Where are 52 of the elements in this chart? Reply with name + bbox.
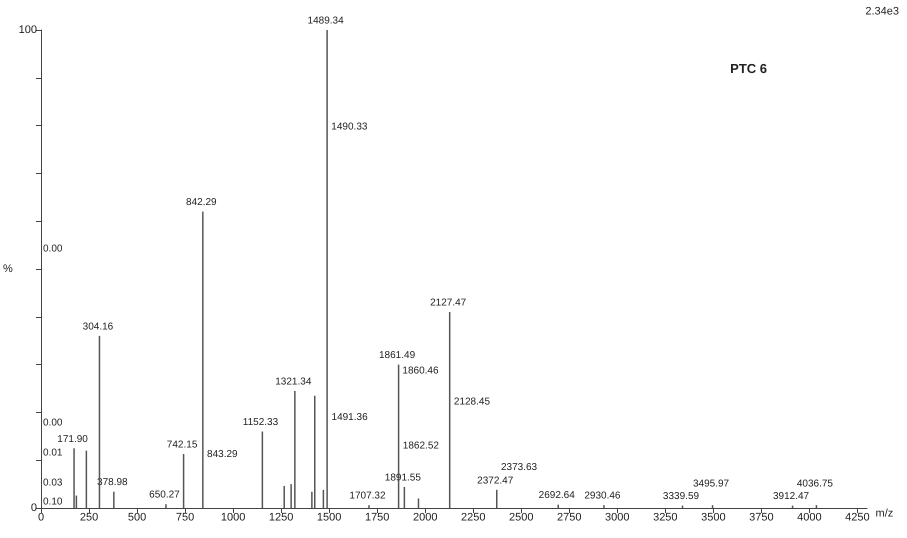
annotation: 304.16 — [82, 321, 114, 332]
y-tick-label: 100 — [18, 24, 38, 36]
annotation: 3339.59 — [662, 491, 700, 502]
annotation: 2372.47 — [477, 475, 514, 486]
annotation: 3912.47 — [772, 491, 810, 502]
annotation: 2127.47 — [430, 298, 467, 309]
annotation: 0.01 — [43, 448, 63, 458]
annotation: 0.10 — [43, 496, 63, 508]
annotation: 4036.75 — [796, 478, 834, 490]
annotation: 1707.32 — [349, 490, 386, 502]
text: 2.34e3 — [865, 6, 900, 18]
annotation: 1152.33 — [242, 417, 279, 428]
x-tick-label: 2750 — [557, 512, 582, 524]
annotation: 0.00 — [43, 244, 63, 254]
x-axis-title: m/z — [876, 508, 894, 520]
x-tick-label: 4250 — [845, 512, 870, 524]
annotation: 650.27 — [149, 490, 180, 501]
x-tick-label: 500 — [128, 512, 146, 524]
annotation: 1860.46 — [402, 365, 439, 376]
x-tick-label: 3750 — [749, 512, 774, 524]
x-tick-label: 1500 — [316, 512, 342, 524]
x-tick-label: 3000 — [605, 512, 630, 524]
annotation: 1861.49 — [379, 350, 416, 362]
x-tick-label: 3500 — [701, 512, 726, 524]
annotation: 2373.63 — [500, 462, 538, 473]
annotation: 1489.34 — [308, 16, 344, 26]
x-tick-label: 2000 — [412, 512, 438, 524]
annotation: 0.03 — [43, 478, 63, 488]
x-tick-label: 1000 — [220, 512, 246, 524]
x-tick-label: 250 — [80, 512, 98, 524]
x-tick-label: 4000 — [797, 512, 822, 524]
annotation: 842.29 — [186, 197, 218, 208]
annotation: 1862.52 — [402, 440, 440, 452]
y-axis-title: % — [3, 263, 13, 275]
annotation: 0.00 — [43, 418, 63, 428]
annotation: 742.15 — [166, 439, 198, 450]
annotation: 2128.45 — [454, 396, 490, 408]
annotation: 171.90 — [57, 434, 88, 445]
x-tick-label: 1250 — [268, 512, 294, 524]
x-tick-label: 750 — [176, 512, 194, 524]
x-tick-label: 3250 — [653, 512, 678, 524]
annotation: 843.29 — [207, 449, 238, 460]
annotation: 1490.33 — [331, 122, 368, 133]
annotation: 3495.97 — [692, 478, 730, 490]
annotation: PTC 6 — [730, 61, 767, 76]
annotation: 2692.64 — [538, 490, 576, 502]
x-tick-label: 1750 — [364, 512, 390, 524]
annotation: 2930.46 — [584, 490, 621, 502]
annotation: 1491.36 — [332, 412, 368, 423]
x-tick-label: 2500 — [509, 512, 534, 524]
annotation: 1321.34 — [275, 376, 312, 388]
x-tick-label: 2250 — [460, 512, 486, 524]
